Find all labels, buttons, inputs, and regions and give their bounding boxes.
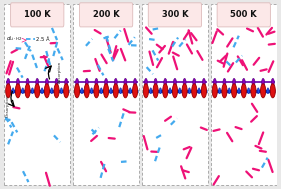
- Circle shape: [81, 88, 83, 94]
- Circle shape: [172, 84, 178, 98]
- Circle shape: [192, 84, 197, 98]
- Circle shape: [41, 88, 43, 94]
- FancyBboxPatch shape: [148, 3, 201, 27]
- Circle shape: [188, 88, 191, 94]
- Circle shape: [270, 84, 275, 98]
- Circle shape: [46, 78, 48, 87]
- Circle shape: [12, 88, 14, 94]
- Circle shape: [15, 84, 21, 98]
- FancyBboxPatch shape: [73, 4, 139, 185]
- Circle shape: [173, 78, 176, 87]
- Circle shape: [198, 88, 200, 94]
- FancyBboxPatch shape: [217, 3, 270, 27]
- FancyBboxPatch shape: [142, 4, 208, 185]
- Circle shape: [74, 84, 80, 98]
- Text: 300 K: 300 K: [162, 10, 188, 19]
- Circle shape: [44, 84, 49, 98]
- Circle shape: [129, 88, 131, 94]
- Circle shape: [242, 78, 245, 87]
- Circle shape: [119, 88, 122, 94]
- Circle shape: [183, 78, 186, 87]
- Circle shape: [94, 84, 99, 98]
- Circle shape: [238, 88, 240, 94]
- Circle shape: [219, 88, 221, 94]
- Circle shape: [233, 78, 235, 87]
- Circle shape: [7, 78, 10, 87]
- Circle shape: [267, 88, 269, 94]
- Circle shape: [95, 78, 98, 87]
- Circle shape: [54, 84, 59, 98]
- Circle shape: [16, 78, 19, 87]
- Circle shape: [251, 84, 256, 98]
- Circle shape: [222, 84, 227, 98]
- Circle shape: [150, 88, 152, 94]
- Circle shape: [25, 84, 30, 98]
- Circle shape: [144, 78, 148, 87]
- Circle shape: [241, 84, 246, 98]
- Circle shape: [103, 84, 109, 98]
- Circle shape: [223, 78, 226, 87]
- Circle shape: [84, 84, 89, 98]
- Circle shape: [113, 84, 118, 98]
- Text: Adsorption: Adsorption: [58, 61, 62, 83]
- Circle shape: [105, 78, 108, 87]
- Text: 500 K: 500 K: [230, 10, 257, 19]
- Circle shape: [153, 84, 158, 98]
- Text: 2.5 Å: 2.5 Å: [36, 37, 49, 42]
- Text: >: >: [21, 35, 27, 44]
- Circle shape: [260, 84, 266, 98]
- Circle shape: [154, 78, 157, 87]
- Circle shape: [228, 88, 230, 94]
- Circle shape: [252, 78, 255, 87]
- Text: 200 K: 200 K: [93, 10, 119, 19]
- Circle shape: [123, 84, 128, 98]
- Circle shape: [213, 78, 216, 87]
- Circle shape: [31, 88, 33, 94]
- Circle shape: [193, 78, 196, 87]
- Circle shape: [201, 84, 207, 98]
- Circle shape: [271, 78, 274, 87]
- Circle shape: [90, 88, 93, 94]
- Circle shape: [164, 78, 167, 87]
- Circle shape: [257, 88, 259, 94]
- Circle shape: [133, 84, 138, 98]
- Circle shape: [232, 84, 237, 98]
- Circle shape: [60, 88, 62, 94]
- Circle shape: [22, 88, 24, 94]
- Circle shape: [159, 88, 162, 94]
- FancyBboxPatch shape: [80, 3, 133, 27]
- FancyBboxPatch shape: [211, 4, 277, 185]
- Circle shape: [6, 84, 11, 98]
- Circle shape: [262, 78, 265, 87]
- Circle shape: [55, 78, 58, 87]
- Circle shape: [35, 84, 40, 98]
- Circle shape: [65, 78, 68, 87]
- Circle shape: [85, 78, 88, 87]
- Circle shape: [110, 88, 112, 94]
- Circle shape: [179, 88, 181, 94]
- Circle shape: [51, 88, 53, 94]
- Text: 100 K: 100 K: [24, 10, 51, 19]
- Circle shape: [212, 84, 217, 98]
- Circle shape: [114, 78, 117, 87]
- Circle shape: [36, 78, 39, 87]
- Text: $d_{\mathrm{Li\cdot H2}}$: $d_{\mathrm{Li\cdot H2}}$: [6, 34, 22, 43]
- Circle shape: [76, 78, 79, 87]
- FancyBboxPatch shape: [11, 3, 64, 27]
- Circle shape: [26, 78, 29, 87]
- Text: Desorption: Desorption: [6, 94, 10, 117]
- Circle shape: [169, 88, 171, 94]
- Circle shape: [248, 88, 250, 94]
- Circle shape: [124, 78, 127, 87]
- Circle shape: [100, 88, 102, 94]
- Circle shape: [202, 78, 205, 87]
- Circle shape: [143, 84, 148, 98]
- Circle shape: [163, 84, 168, 98]
- Circle shape: [182, 84, 187, 98]
- Circle shape: [64, 84, 69, 98]
- FancyBboxPatch shape: [4, 4, 70, 185]
- Circle shape: [133, 78, 137, 87]
